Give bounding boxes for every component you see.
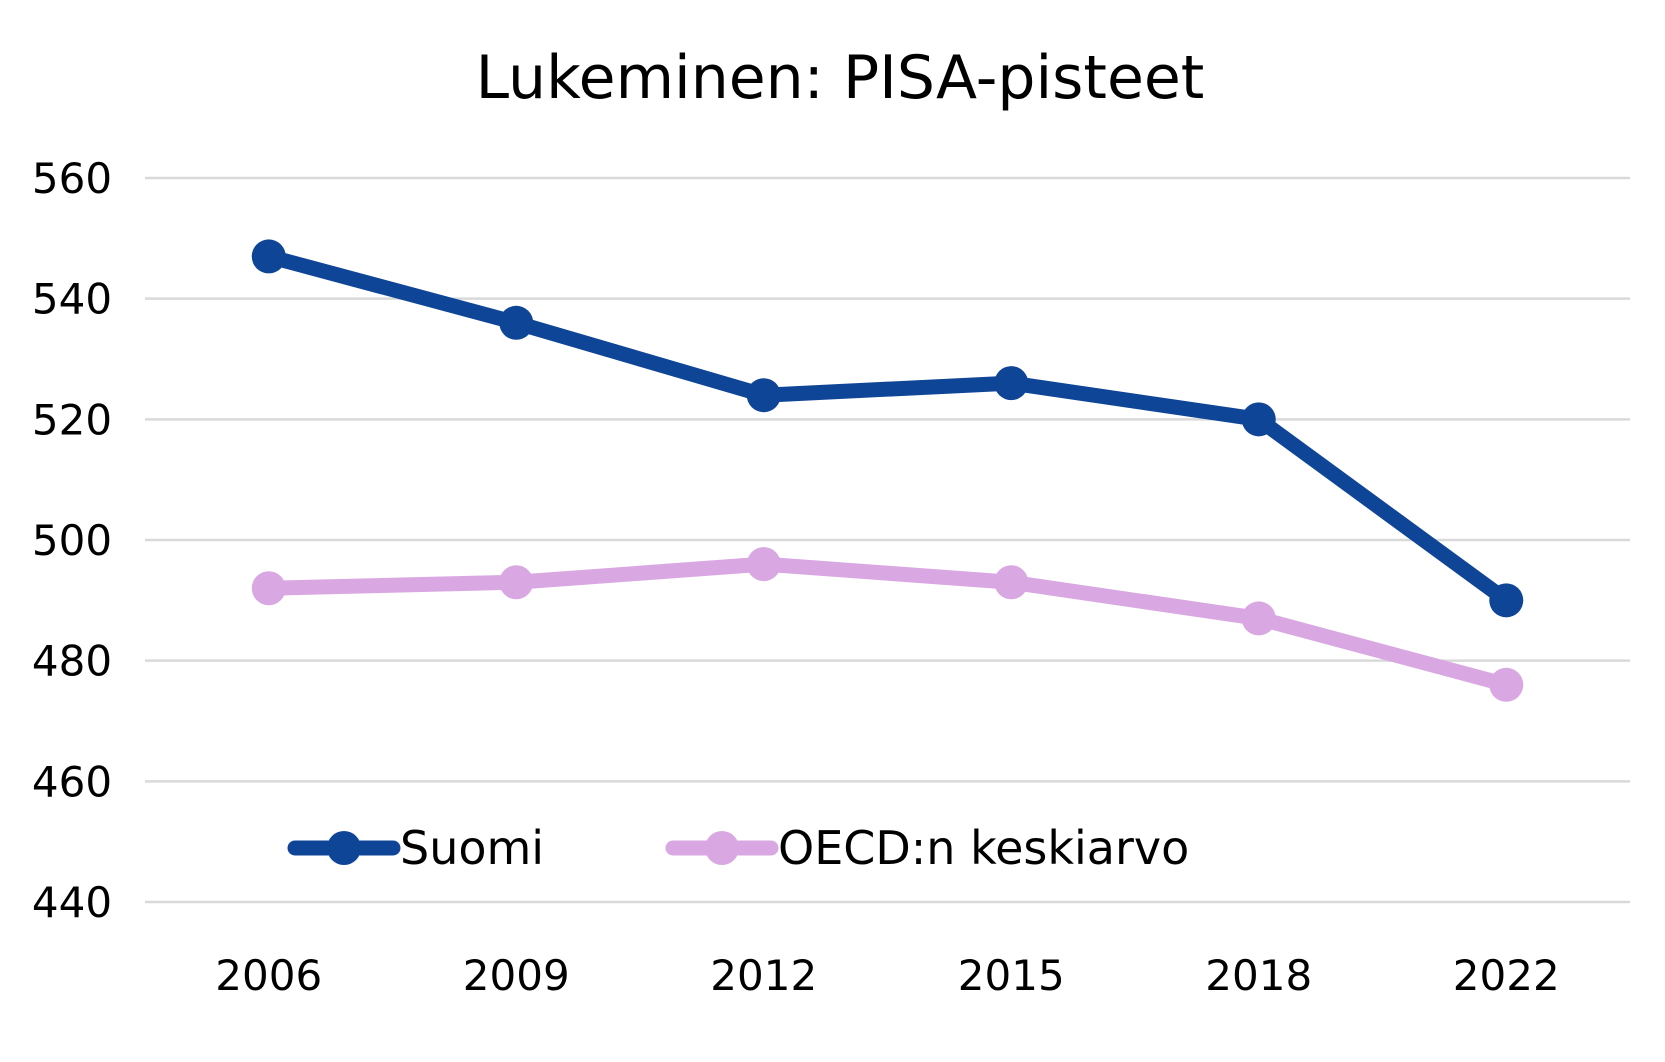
y-tick-label: 540 xyxy=(32,275,112,324)
data-point xyxy=(499,565,534,600)
y-tick-label: 520 xyxy=(32,395,112,444)
legend: Suomi OECD:n keskiarvo xyxy=(287,821,1189,875)
legend-marker xyxy=(327,831,361,865)
series-line xyxy=(261,248,1514,608)
legend-marker xyxy=(705,831,739,865)
x-axis-tick-labels: 2006 2009 2012 2015 2018 2022 xyxy=(215,951,1559,1000)
legend-label: OECD:n keskiarvo xyxy=(778,821,1189,875)
gridlines xyxy=(145,176,1630,904)
data-point xyxy=(994,366,1029,401)
y-tick-label: 460 xyxy=(32,757,112,806)
data-point xyxy=(1241,402,1276,437)
series-1 xyxy=(251,239,1524,618)
data-point xyxy=(746,378,781,413)
x-tick-label: 2012 xyxy=(710,951,817,1000)
legend-entry-2: OECD:n keskiarvo xyxy=(665,821,1189,875)
data-point xyxy=(251,239,286,274)
y-tick-label: 440 xyxy=(32,878,112,927)
series-line xyxy=(261,556,1514,693)
y-axis-tick-labels: 440 460 480 500 520 540 560 xyxy=(32,154,112,927)
data-point xyxy=(994,565,1029,600)
data-point xyxy=(499,305,534,340)
data-point xyxy=(251,571,286,606)
chart-title: Lukeminen: PISA-pisteet xyxy=(476,43,1205,113)
x-tick-label: 2022 xyxy=(1453,951,1560,1000)
data-point xyxy=(1241,601,1276,636)
legend-label: Suomi xyxy=(400,821,544,875)
y-tick-label: 560 xyxy=(32,154,112,203)
x-tick-label: 2006 xyxy=(215,951,322,1000)
series-2 xyxy=(251,547,1524,702)
x-tick-label: 2009 xyxy=(463,951,570,1000)
y-tick-label: 480 xyxy=(32,637,112,686)
data-point xyxy=(1489,667,1524,702)
x-tick-label: 2018 xyxy=(1205,951,1312,1000)
data-point xyxy=(746,547,781,582)
data-point xyxy=(1489,583,1524,618)
x-tick-label: 2015 xyxy=(958,951,1065,1000)
legend-entry-1: Suomi xyxy=(287,821,544,875)
y-tick-label: 500 xyxy=(32,516,112,565)
data-series xyxy=(251,239,1524,702)
